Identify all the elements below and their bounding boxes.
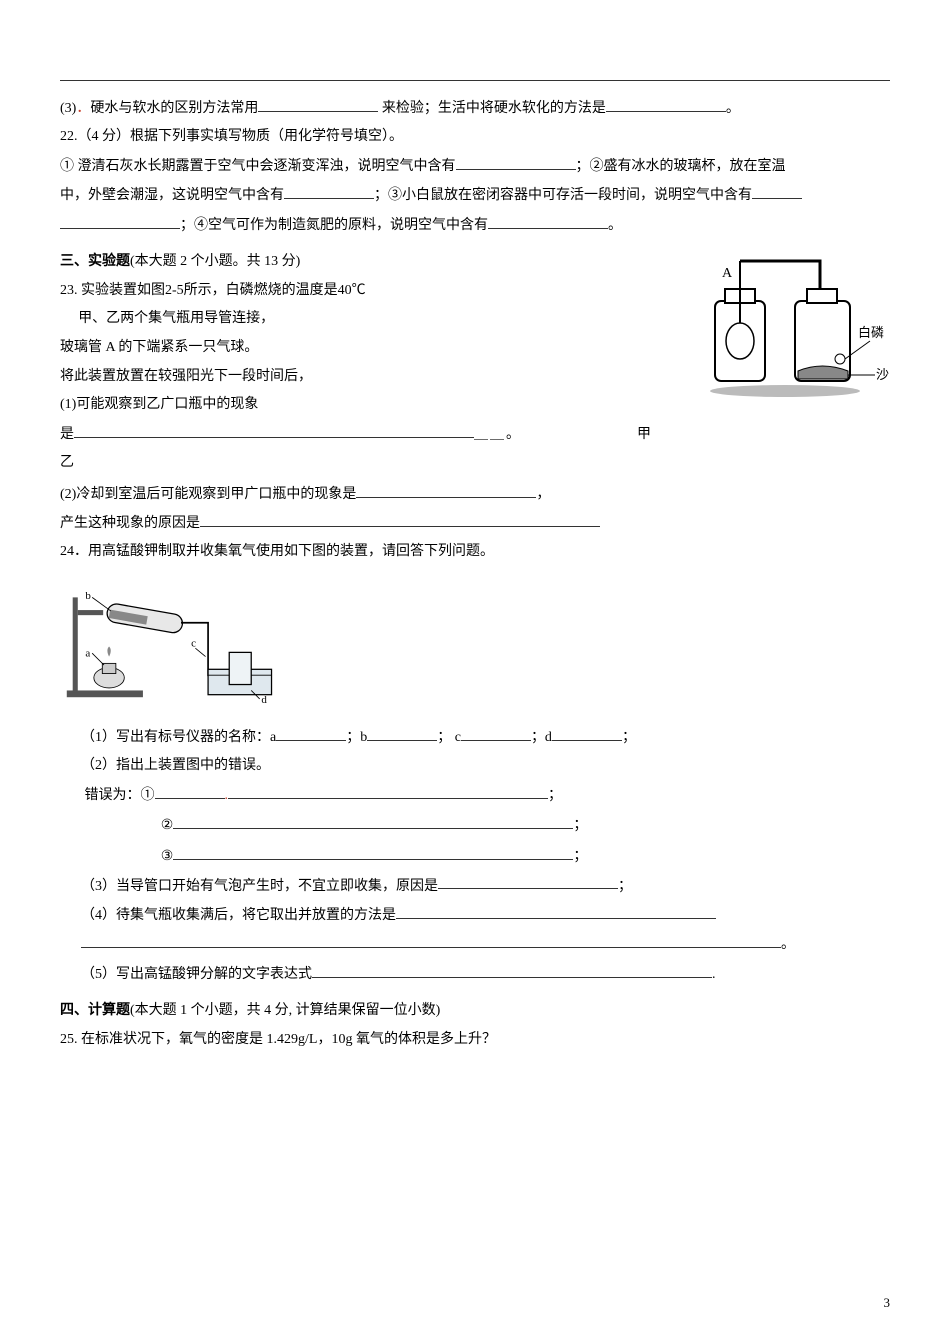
- header-rule: [60, 80, 890, 81]
- q25-text: 25. 在标准状况下，氧气的密度是 1.429g/L，10g 氧气的体积是多上升…: [60, 1027, 890, 1054]
- q24-err-label: 错误为：①: [85, 788, 155, 803]
- blank: [74, 421, 474, 438]
- q21-part3: (3)．硬水与软水的区别方法常用 来检验；生活中将硬水软化的方法是 。: [60, 95, 890, 122]
- blank: [367, 724, 437, 741]
- q24-p4: （4）待集气瓶收集满后，将它取出并放置的方法是: [60, 902, 890, 929]
- blank: [173, 813, 573, 830]
- q23-l6-jia: 甲: [637, 427, 651, 442]
- sec4-paren: (本大题 1 个小题，共 4 分, 计算结果保留一位小数): [130, 1003, 440, 1018]
- q22-l3a: ；④空气可作为制造氮肥的原料，说明空气中含有: [180, 218, 488, 233]
- label-b: b: [85, 590, 91, 602]
- q22-l1a: ① 澄清石灰水长期露置于空气中会逐渐变浑浊，说明空气中含有: [60, 159, 456, 174]
- q24-err2-label: ②: [161, 816, 174, 832]
- q24-err2: ②；: [60, 811, 890, 840]
- q23-l8b: ，: [536, 487, 550, 502]
- q22-l3b: 。: [608, 218, 622, 233]
- q24-p1d: ；d: [531, 730, 552, 745]
- blank: [552, 724, 622, 741]
- blank: [276, 724, 346, 741]
- q21-text-b: 来检验；生活中将硬水软化的方法是: [378, 101, 606, 116]
- label-a: a: [85, 648, 90, 660]
- q23-l8: (2)冷却到室温后可能观察到甲广口瓶中的现象是 ，: [60, 481, 890, 508]
- q23-l8a: (2)冷却到室温后可能观察到甲广口瓶中的现象是: [60, 487, 356, 502]
- q22-line1: ① 澄清石灰水长期露置于空气中会逐渐变浑浊，说明空气中含有 ；②盛有冰水的玻璃杯，…: [60, 153, 890, 180]
- blank: [396, 902, 716, 919]
- q24-p5: （5）写出高锰酸钾分解的文字表达式.: [60, 961, 890, 988]
- q21-tail: 。: [726, 101, 740, 116]
- sec4-head: 四、计算题: [60, 1003, 130, 1018]
- q24-p2: （2）指出上装置图中的错误。: [60, 753, 890, 780]
- q24-p3a: （3）当导管口开始有气泡产生时，不宜立即收集，原因是: [81, 878, 438, 893]
- blank: [312, 961, 712, 978]
- q24-p3: （3）当导管口开始有气泡产生时，不宜立即收集，原因是 ；: [60, 873, 890, 900]
- semi: ；: [573, 849, 587, 864]
- q21-text-a: 硬水与软水的区别方法常用: [90, 101, 258, 116]
- blank: [606, 95, 726, 112]
- q24-p1c: ； c: [437, 730, 461, 745]
- q24-p4a: （4）待集气瓶收集满后，将它取出并放置的方法是: [81, 908, 396, 923]
- q22-line3: ；④空气可作为制造氮肥的原料，说明空气中含有 。: [60, 212, 890, 239]
- q24-err3-label: ③: [161, 847, 174, 863]
- blank: [456, 153, 576, 170]
- sec3-head: 三、实验题: [60, 254, 130, 269]
- q24-p5tail: .: [712, 967, 716, 982]
- q24-p4-line2: 。: [60, 931, 890, 958]
- blank: [228, 782, 548, 799]
- q23-l6b: 。: [506, 427, 520, 442]
- sec3-paren: (本大题 2 个小题。共 13 分): [130, 254, 300, 269]
- blank: [438, 873, 618, 890]
- blank: [60, 212, 180, 229]
- apparatus-svg: A 白磷 沙: [690, 241, 890, 411]
- q24-err3: ③；: [60, 842, 890, 871]
- blank: [155, 782, 225, 799]
- page-number: 3: [884, 1291, 891, 1316]
- blank: [752, 182, 802, 199]
- q22-line2: 中，外壁会潮湿，这说明空气中含有 ；③小白鼠放在密闭容器中可存活一段时间，说明空气…: [60, 182, 890, 209]
- blank: [173, 843, 573, 860]
- blank: [284, 182, 374, 199]
- blank: [356, 481, 536, 498]
- q22-l1b: ；②盛有冰水的玻璃杯，放在室温: [576, 159, 786, 174]
- q24-p4tail: 。: [781, 937, 795, 952]
- q23-l7: 乙: [60, 450, 890, 477]
- q24-p5a: （5）写出高锰酸钾分解的文字表达式: [81, 967, 312, 982]
- figure-kmno4: a b c d: [60, 572, 280, 718]
- blank: [81, 931, 781, 948]
- label-phosphorus: 白磷: [858, 325, 884, 340]
- q23-l6: 是＿＿。 甲: [60, 421, 890, 448]
- blank: [461, 724, 531, 741]
- q24-p3b: ；: [618, 878, 632, 893]
- q24-p1a: （1）写出有标号仪器的名称：a: [81, 730, 276, 745]
- q24-p1: （1）写出有标号仪器的名称：a ；b ； c ；d ；: [60, 724, 890, 751]
- q23-l6a: 是: [60, 427, 74, 442]
- label-c: c: [191, 638, 196, 650]
- blank: [258, 95, 378, 112]
- label-A: A: [722, 266, 733, 281]
- semi: ；: [573, 818, 587, 833]
- q21-num: (3): [60, 101, 76, 116]
- q22-head: 22.（4 分）根据下列事实填写物质（用化学符号填空）。: [60, 124, 890, 151]
- q22-l2a: 中，外壁会潮湿，这说明空气中含有: [60, 188, 284, 203]
- q23-l9: 产生这种现象的原因是: [60, 510, 890, 537]
- q24-err1: 错误为：①.；: [60, 782, 890, 809]
- q24-p1b: ；b: [346, 730, 367, 745]
- label-d: d: [261, 694, 267, 706]
- label-sand: 沙: [876, 367, 889, 382]
- blank: [488, 212, 608, 229]
- dot-accent: ．: [76, 101, 90, 116]
- blank: [200, 510, 600, 527]
- figure-2-5: A 白磷 沙: [690, 241, 890, 422]
- kmno4-svg: a b c d: [60, 572, 280, 707]
- sec4-heading: 四、计算题(本大题 1 个小题，共 4 分, 计算结果保留一位小数): [60, 998, 890, 1025]
- semi: ；: [548, 788, 562, 803]
- q24-p1e: ；: [622, 730, 636, 745]
- q23-l9a: 产生这种现象的原因是: [60, 516, 200, 531]
- q24-head: 24．用高锰酸钾制取并收集氧气使用如下图的装置，请回答下列问题。: [60, 539, 890, 566]
- q22-l2b: ；③小白鼠放在密闭容器中可存活一段时间，说明空气中含有: [374, 188, 752, 203]
